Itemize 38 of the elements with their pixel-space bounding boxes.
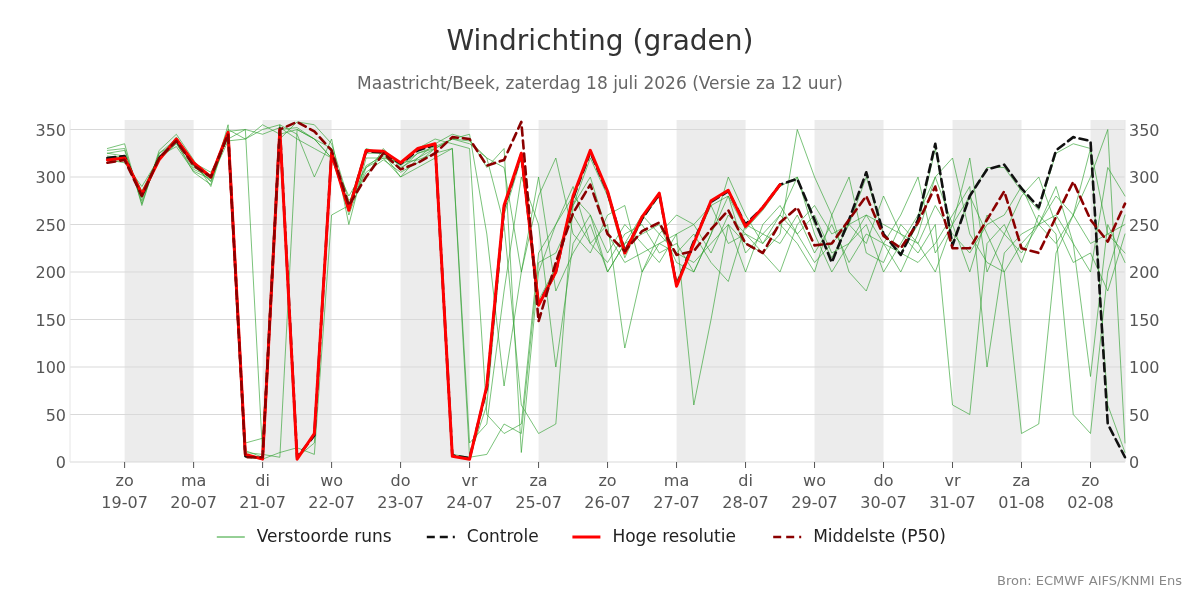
chart-title: Windrichting (graden): [446, 24, 754, 57]
y2-tick-label: 150: [1129, 310, 1160, 330]
x-tick-label: di 28-07: [722, 471, 769, 512]
y2-tick-label: 350: [1129, 120, 1160, 140]
x-tick-label: zo 26-07: [584, 471, 631, 512]
chart-subtitle: Maastricht/Beek, zaterdag 18 juli 2026 (Versie za 12 uur): [357, 73, 843, 93]
y-tick-label: 0: [55, 453, 66, 472]
legend-label: Controle: [466, 526, 539, 546]
y2-tick-label: 50: [1129, 405, 1150, 425]
y-tick-label: 50: [45, 405, 66, 425]
y-tick-label: 100: [35, 358, 66, 377]
legend-label: Middelste (P50): [813, 526, 946, 546]
x-tick-label: zo 19-07: [101, 471, 148, 512]
y-tick-label: 200: [35, 263, 66, 282]
y2-tick-label: 250: [1129, 215, 1160, 235]
x-tick-label: ma 20-07: [170, 471, 217, 512]
x-tick-label: wo 29-07: [791, 471, 838, 512]
x-tick-label: ma 27-07: [653, 471, 700, 512]
y-tick-label: 350: [35, 120, 66, 140]
text: Bron: ECMWF AIFS/KNMI Ens: [997, 573, 1183, 588]
y2-tick-label: 200: [1129, 263, 1160, 282]
x-tick-label: zo 02-08: [1067, 471, 1114, 512]
x-tick-label: za 01-08: [998, 471, 1045, 512]
legend-label: Hoge resolutie: [612, 526, 736, 546]
x-tick-label: vr 31-07: [929, 471, 976, 512]
x-tick-label: do 23-07: [377, 471, 424, 512]
y2-tick-label: 0: [1129, 453, 1140, 472]
x-tick-label: vr 24-07: [446, 471, 493, 512]
x-tick-label: wo 22-07: [308, 471, 355, 512]
y2-tick-label: 100: [1129, 358, 1160, 377]
y-tick-label: 300: [35, 168, 66, 187]
x-tick-label: di 21-07: [239, 471, 286, 512]
legend-label: Verstoorde runs: [256, 526, 392, 546]
x-tick-label: do 30-07: [860, 471, 907, 512]
y-tick-label: 150: [35, 310, 66, 330]
y-tick-label: 250: [35, 215, 66, 235]
y2-tick-label: 300: [1129, 168, 1160, 187]
x-tick-label: za 25-07: [515, 471, 562, 512]
